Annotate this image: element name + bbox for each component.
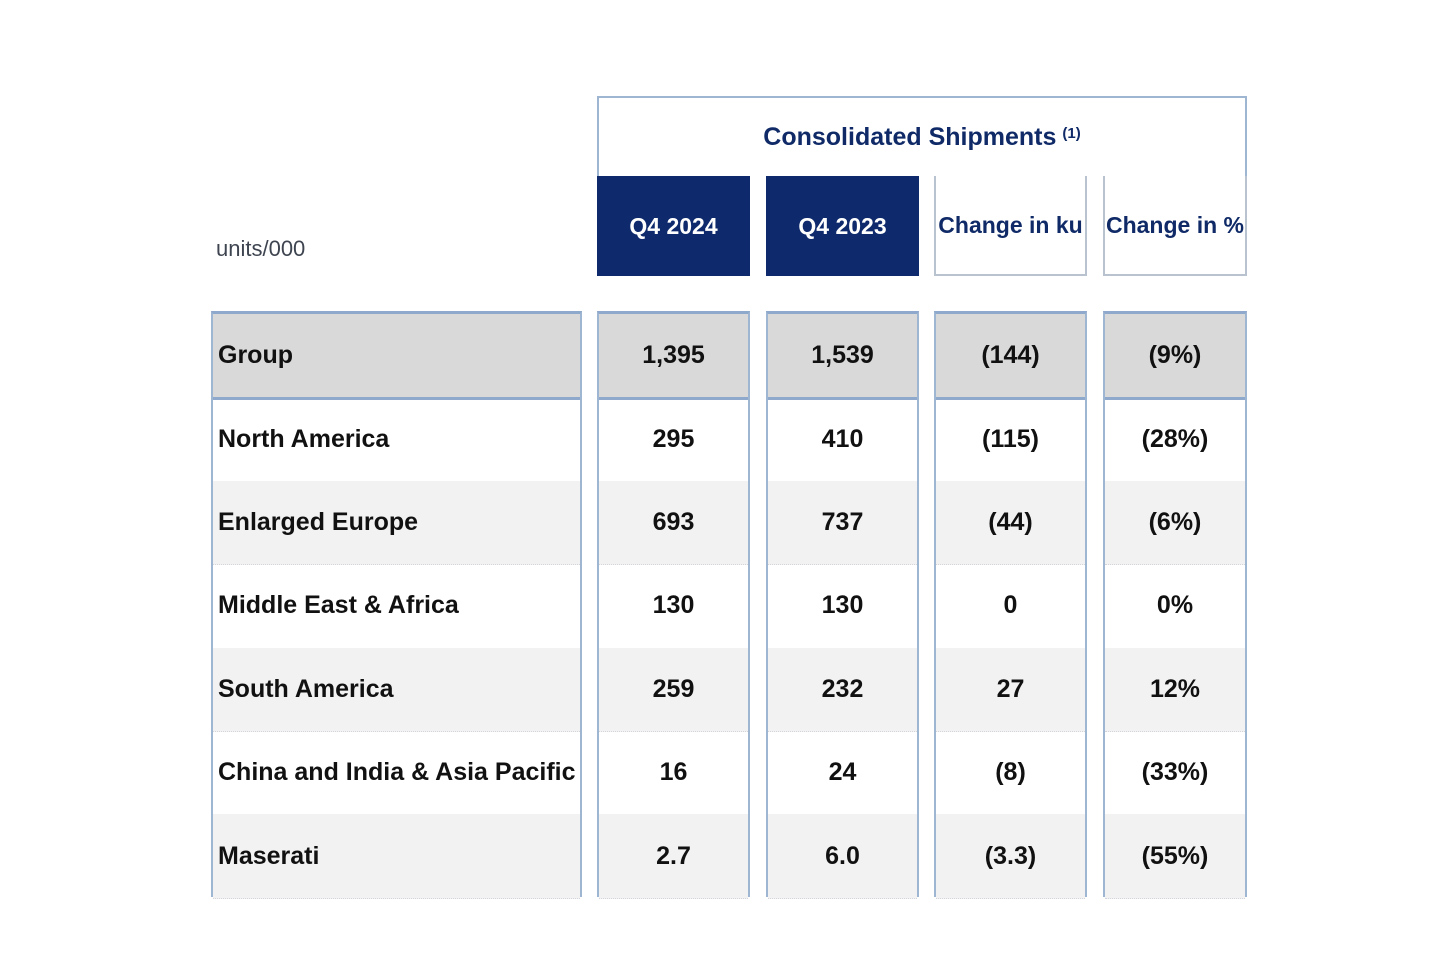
- col-header-q4-2024: Q4 2024: [597, 176, 750, 276]
- cell-q4-2024: 2.7: [599, 814, 748, 899]
- cell-change-pct: (6%): [1105, 480, 1245, 566]
- group-title: Consolidated Shipments: [763, 122, 1057, 151]
- footnote-marker: (1): [1062, 124, 1081, 142]
- cell-change-ku: 0: [936, 564, 1085, 649]
- row-label: South America: [213, 647, 580, 732]
- cell-q4-2023: 232: [768, 647, 917, 732]
- cell-change-pct: 12%: [1105, 647, 1245, 732]
- q4-2023-column: 1,539 410 737 130 232 24 6.0: [766, 311, 919, 899]
- row-label: Group: [213, 314, 580, 401]
- cell-q4-2023: 410: [768, 397, 917, 482]
- cell-change-ku: (44): [936, 480, 1085, 566]
- cell-change-pct: (55%): [1105, 814, 1245, 899]
- q4-2024-column: 1,395 295 693 130 259 16 2.7: [597, 311, 750, 899]
- cell-change-pct: 0%: [1105, 564, 1245, 649]
- cell-change-ku: (8): [936, 731, 1085, 816]
- cell-q4-2024: 693: [599, 480, 748, 566]
- col-header-change-ku: Change in ku: [934, 176, 1087, 276]
- row-label: Maserati: [213, 814, 580, 899]
- cell-change-pct: (33%): [1105, 731, 1245, 816]
- cell-change-pct: (9%): [1105, 314, 1245, 401]
- cell-q4-2024: 130: [599, 564, 748, 649]
- col-header-q4-2023: Q4 2023: [766, 176, 919, 276]
- cell-change-ku: (115): [936, 397, 1085, 482]
- cell-q4-2023: 130: [768, 564, 917, 649]
- row-label: North America: [213, 397, 580, 482]
- cell-q4-2024: 1,395: [599, 314, 748, 401]
- cell-change-ku: (3.3): [936, 814, 1085, 899]
- row-label: China and India & Asia Pacific: [213, 731, 580, 816]
- cell-q4-2023: 6.0: [768, 814, 917, 899]
- row-label: Middle East & Africa: [213, 564, 580, 649]
- units-label: units/000: [216, 236, 306, 261]
- cell-q4-2023: 24: [768, 731, 917, 816]
- cell-q4-2024: 295: [599, 397, 748, 482]
- cell-q4-2023: 1,539: [768, 314, 917, 401]
- cell-q4-2024: 259: [599, 647, 748, 732]
- change-pct-column: (9%) (28%) (6%) 0% 12% (33%) (55%): [1103, 311, 1247, 899]
- cell-q4-2023: 737: [768, 480, 917, 566]
- change-ku-column: (144) (115) (44) 0 27 (8) (3.3): [934, 311, 1087, 899]
- cell-change-ku: 27: [936, 647, 1085, 732]
- cell-change-pct: (28%): [1105, 397, 1245, 482]
- cell-q4-2024: 16: [599, 731, 748, 816]
- row-label: Enlarged Europe: [213, 480, 580, 566]
- cell-change-ku: (144): [936, 314, 1085, 401]
- col-header-change-pct: Change in %: [1103, 176, 1247, 276]
- label-column: Group North America Enlarged Europe Middle …: [211, 311, 582, 899]
- consolidated-shipments-header: Consolidated Shipments (1): [597, 96, 1247, 176]
